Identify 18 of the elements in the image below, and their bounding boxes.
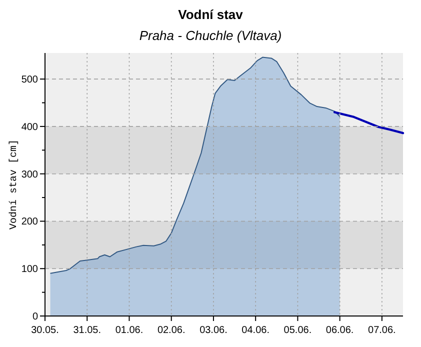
y-tick-label: 500 bbox=[21, 74, 38, 86]
chart-title: Vodní stav bbox=[178, 7, 244, 22]
x-tick-label: 31.05. bbox=[73, 325, 102, 336]
x-tick-label: 30.05. bbox=[31, 325, 59, 336]
y-tick-label: 100 bbox=[21, 264, 38, 276]
x-tick-label: 01.06. bbox=[115, 325, 144, 336]
x-tick-label: 06.06. bbox=[326, 325, 354, 336]
y-axis-title: Vodní stav [cm] bbox=[8, 139, 20, 230]
x-tick-label: 07.06. bbox=[368, 325, 396, 336]
y-tick-label: 400 bbox=[21, 122, 38, 133]
y-tick-label: 200 bbox=[21, 216, 38, 228]
x-tick-label: 05.06. bbox=[284, 325, 312, 336]
x-tick-label: 02.06. bbox=[157, 325, 186, 336]
x-tick-label: 04.06. bbox=[242, 325, 270, 336]
x-tick-label: 03.06. bbox=[200, 325, 228, 336]
y-tick-label: 300 bbox=[21, 169, 38, 180]
chart-subtitle: Praha - Chuchle (Vltava) bbox=[139, 28, 282, 43]
y-tick-label: 0 bbox=[32, 312, 38, 322]
